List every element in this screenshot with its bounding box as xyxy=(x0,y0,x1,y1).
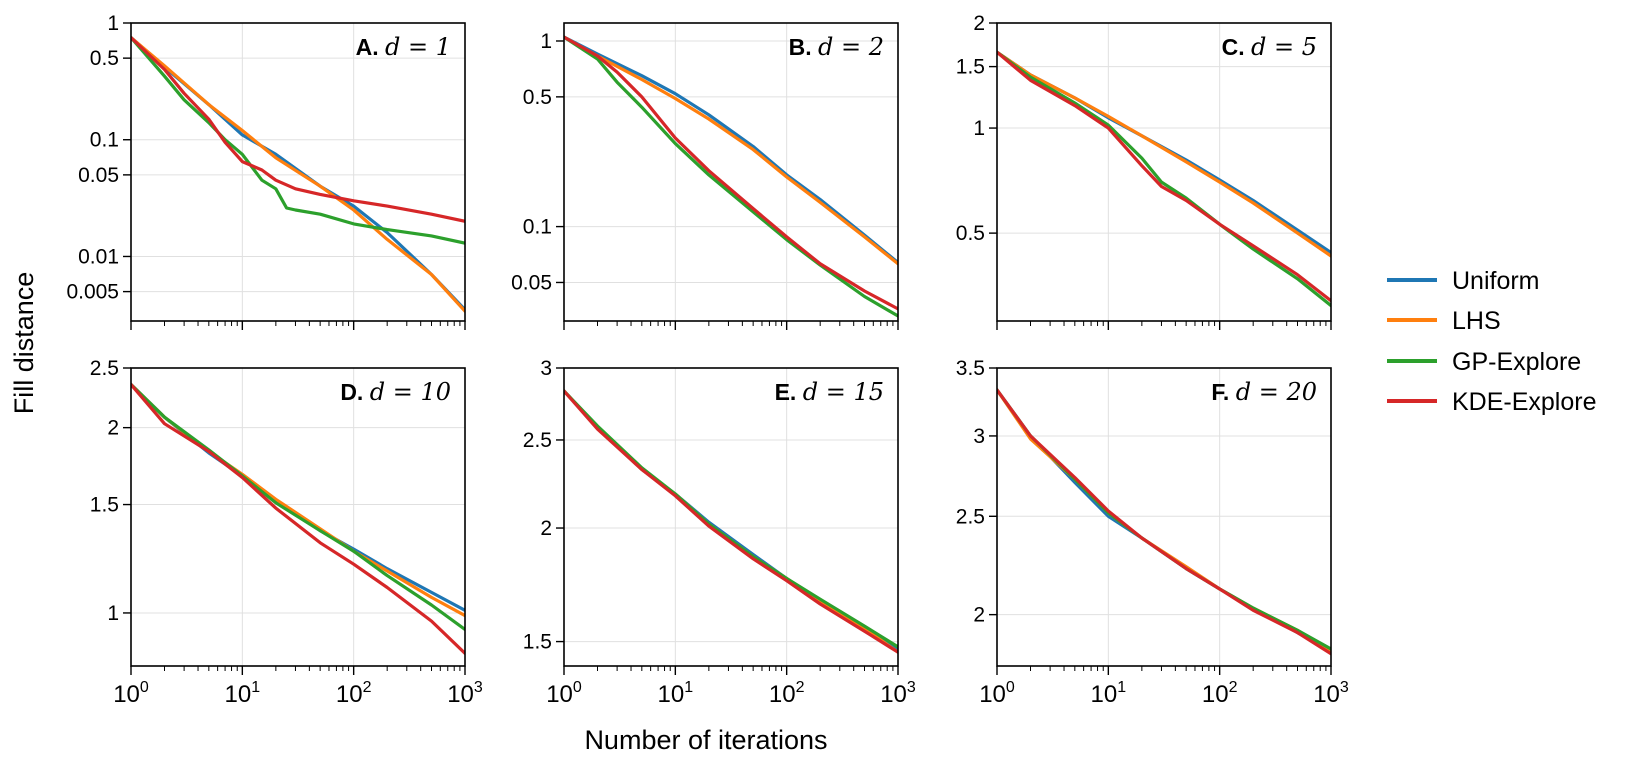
panel-e-xtick-label-2: 102 xyxy=(769,679,805,708)
legend-item-lhs: LHS xyxy=(1387,307,1501,335)
panel-a-ytick-label-5: 0.005 xyxy=(66,281,119,304)
panel-e-ytick-label-3: 1.5 xyxy=(523,631,552,654)
panel-b-line-kde-explore xyxy=(564,35,898,311)
panel-a-title: A. d = 1 xyxy=(356,33,451,61)
panel-d-xtick-label-1: 101 xyxy=(225,679,261,708)
panel-e-xtick-label-3: 103 xyxy=(880,679,916,708)
panel-f-ytick-label-3: 2 xyxy=(973,604,985,627)
legend-label-gp-explore: GP-Explore xyxy=(1452,348,1581,376)
panel-c-line-lhs xyxy=(997,50,1331,258)
legend-label-uniform: Uniform xyxy=(1452,267,1540,295)
panel-f-ytick-label-0: 3.5 xyxy=(956,357,985,380)
x-axis-label: Number of iterations xyxy=(584,725,827,755)
panel-f-ytick-label-2: 2.5 xyxy=(956,505,985,528)
panel-e: 100 101 102 103 3 2.5 2 1.5 E. d = 15 xyxy=(523,357,916,708)
panel-b: 1 0.5 0.1 0.05 B. d = 2 xyxy=(511,22,899,330)
panel-c-line-kde-explore xyxy=(997,50,1331,303)
panel-a-ytick-label-4: 0.01 xyxy=(78,245,119,268)
panel-b-line-gp-explore xyxy=(564,35,898,318)
panel-f-line-gp-explore xyxy=(997,388,1331,651)
panel-d-xtick-label-2: 102 xyxy=(336,679,372,708)
panel-f-line-kde-explore xyxy=(997,388,1331,656)
panel-f-xtick-label-3: 103 xyxy=(1313,679,1349,708)
panel-b-line-lhs xyxy=(564,35,898,266)
legend-item-gp-explore: GP-Explore xyxy=(1387,348,1581,376)
panel-d-line-kde-explore xyxy=(131,382,465,655)
panel-d-xtick-label-0: 100 xyxy=(113,679,149,708)
panel-e-ytick-label-0: 3 xyxy=(540,357,552,380)
panel-a-ytick-label-3: 0.05 xyxy=(78,164,119,187)
y-axis-label: Fill distance xyxy=(9,272,39,415)
panel-f-line-lhs xyxy=(997,388,1331,653)
panel-f-line-uniform xyxy=(997,388,1331,653)
panel-c-ytick-label-0: 2 xyxy=(973,12,985,35)
panel-a-frame xyxy=(130,22,466,322)
panel-f-frame xyxy=(996,367,1332,667)
panel-a: 1 0.5 0.1 0.05 0.01 0.005 A. d = 1 xyxy=(66,12,466,330)
panel-c-frame xyxy=(996,22,1332,322)
panel-c-title: C. d = 5 xyxy=(1222,33,1317,61)
panel-e-line-lhs xyxy=(564,389,898,654)
panel-a-line-kde-explore xyxy=(131,36,465,223)
legend-label-kde-explore: KDE-Explore xyxy=(1452,388,1597,416)
panel-c-line-gp-explore xyxy=(997,50,1331,308)
panel-c-ytick-label-3: 0.5 xyxy=(956,222,985,245)
panel-d-ytick-label-2: 1.5 xyxy=(90,494,119,517)
panel-a-ytick-label-1: 0.5 xyxy=(90,47,119,70)
panel-b-ytick-label-1: 0.5 xyxy=(523,86,552,109)
panel-a-ytick-label-2: 0.1 xyxy=(90,129,119,152)
panel-b-ytick-label-2: 0.1 xyxy=(523,216,552,239)
panel-d-line-lhs xyxy=(131,382,465,618)
panel-c-ytick-label-2: 1 xyxy=(973,117,985,140)
panel-f: 100 101 102 103 3.5 3 2.5 2 F. d = 20 xyxy=(956,357,1349,708)
panel-c-ytick-label-1: 1.5 xyxy=(956,56,985,79)
panel-c: 2 1.5 1 0.5 C. d = 5 xyxy=(956,12,1332,330)
panel-b-ytick-label-0: 1 xyxy=(540,30,552,53)
panel-d: 100 101 102 103 2.5 2 1.5 1 D. d = 10 xyxy=(90,357,483,708)
panel-d-frame xyxy=(130,367,466,667)
panel-b-title: B. d = 2 xyxy=(789,33,884,61)
legend-label-lhs: LHS xyxy=(1452,307,1501,335)
panel-e-line-kde-explore xyxy=(564,389,898,654)
legend-item-uniform: Uniform xyxy=(1387,267,1540,295)
panel-e-frame xyxy=(563,367,899,667)
panel-d-ytick-label-1: 2 xyxy=(107,417,119,440)
legend-item-kde-explore: KDE-Explore xyxy=(1387,388,1597,416)
panel-e-line-uniform xyxy=(564,389,898,652)
panel-e-xtick-label-0: 100 xyxy=(546,679,582,708)
panel-f-title: F. d = 20 xyxy=(1211,378,1317,406)
panel-a-line-gp-explore xyxy=(131,36,465,245)
panel-d-title: D. d = 10 xyxy=(340,378,451,406)
panel-d-ytick-label-3: 1 xyxy=(107,602,119,625)
panels: 1 0.5 0.1 0.05 0.01 0.005 A. d = 1 1 0.5 0.1 0.05 B… xyxy=(66,12,1348,708)
panel-d-ytick-label-0: 2.5 xyxy=(90,357,119,380)
panel-b-line-uniform xyxy=(564,35,898,265)
panel-f-xtick-label-2: 102 xyxy=(1202,679,1238,708)
panel-d-line-gp-explore xyxy=(131,382,465,632)
panel-f-xtick-label-1: 101 xyxy=(1091,679,1127,708)
panel-f-ytick-label-1: 3 xyxy=(973,425,985,448)
panel-a-ytick-label-0: 1 xyxy=(107,12,119,35)
panel-d-line-uniform xyxy=(131,382,465,612)
panel-e-xtick-label-1: 101 xyxy=(658,679,694,708)
panel-f-xtick-label-0: 100 xyxy=(979,679,1015,708)
panel-e-line-gp-explore xyxy=(564,389,898,649)
legend: Uniform LHS GP-Explore KDE-Explore xyxy=(1387,267,1597,416)
panel-e-ytick-label-2: 2 xyxy=(540,517,552,540)
panel-b-frame xyxy=(563,22,899,322)
panel-e-title: E. d = 15 xyxy=(775,378,884,406)
panel-a-line-lhs xyxy=(131,36,465,313)
panel-b-ytick-label-3: 0.05 xyxy=(511,271,552,294)
panel-e-ytick-label-1: 2.5 xyxy=(523,429,552,452)
panel-d-xtick-label-3: 103 xyxy=(447,679,483,708)
